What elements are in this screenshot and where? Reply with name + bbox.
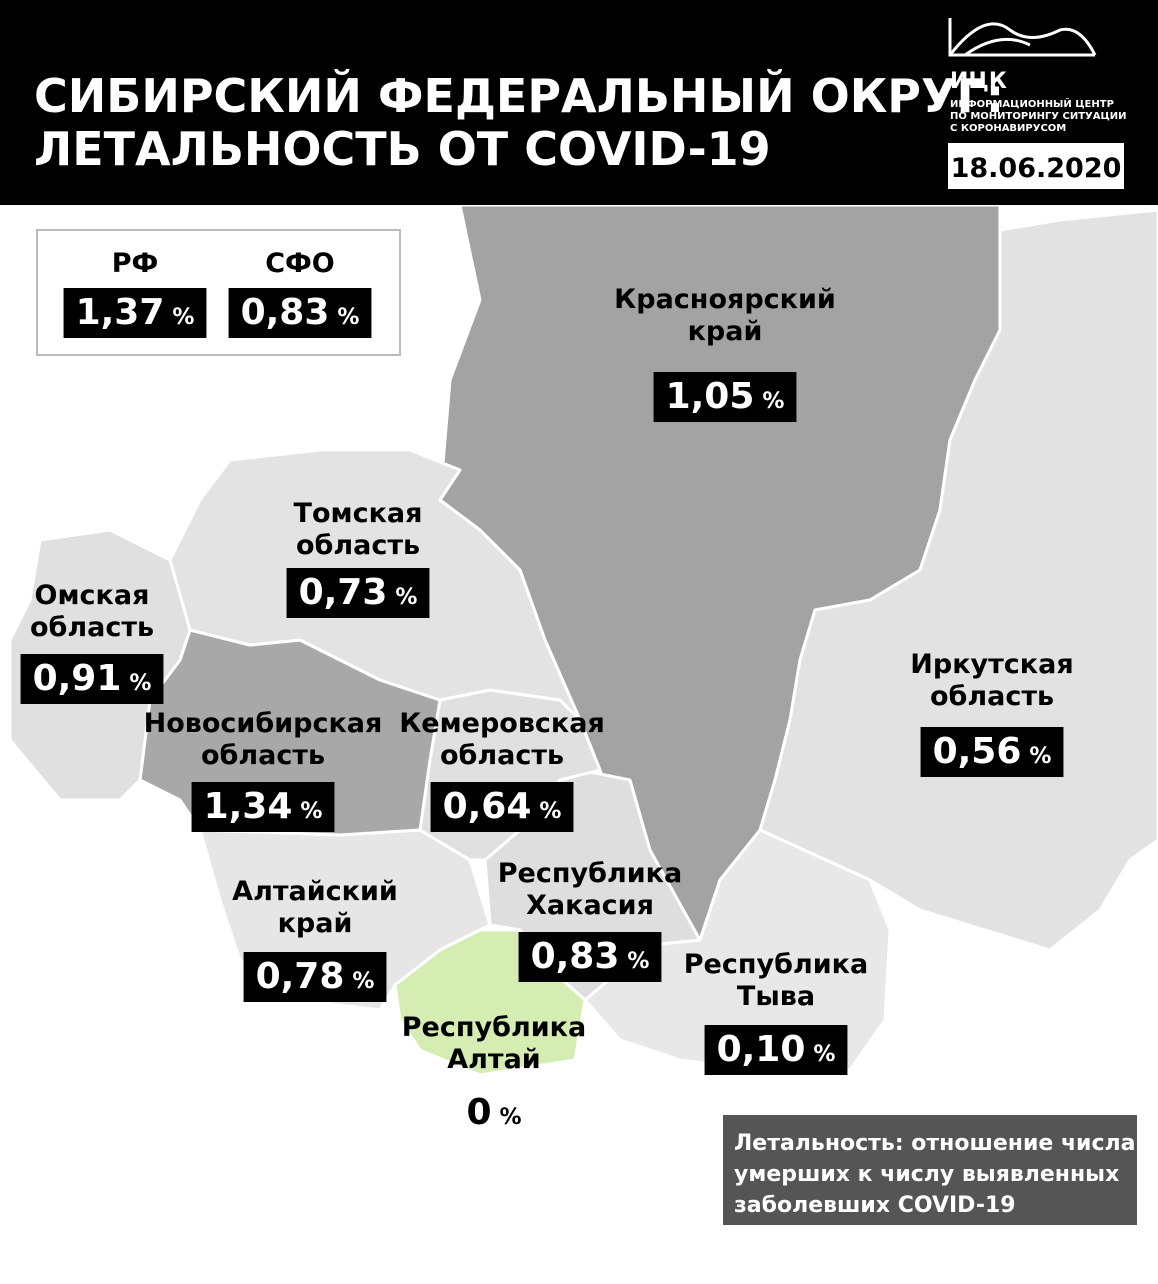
region-name: Кемеровская: [399, 708, 605, 739]
region-name: Новосибирская: [144, 708, 383, 739]
region-name: край: [688, 316, 763, 347]
logo-caption: С КОРОНАВИРУСОМ: [950, 123, 1066, 134]
unit: %: [762, 389, 784, 414]
region-name: область: [30, 612, 154, 643]
logo-text: ИЦК: [950, 69, 1007, 94]
region-name: Республика: [684, 949, 868, 980]
value: 1,37: [76, 292, 165, 333]
logo-mark: [948, 18, 1097, 57]
value-label: 1,37%: [63, 288, 207, 338]
note-line: заболевших COVID-19: [734, 1193, 1016, 1218]
unit: %: [395, 585, 417, 610]
value-box: [286, 568, 430, 618]
note-line: Летальность: отношение числа: [734, 1131, 1135, 1156]
value: 0,91: [33, 658, 122, 699]
region-name: Иркутская: [910, 649, 1073, 680]
region-name: Красноярский: [614, 284, 836, 315]
value-label: 0,73%: [286, 568, 430, 618]
value: 0,56: [933, 731, 1022, 772]
date-box: [948, 143, 1124, 189]
value-box: [243, 952, 387, 1002]
value-label: 0,91%: [20, 654, 164, 704]
region-name: Республика: [498, 858, 682, 889]
value-label: 0,78%: [243, 952, 387, 1002]
value-label: 1,34%: [191, 782, 335, 832]
unit: %: [813, 1042, 835, 1067]
unit: %: [337, 305, 359, 330]
value-label: 0,83%: [228, 288, 372, 338]
value: 0,83: [531, 936, 620, 977]
region-name: область: [201, 740, 325, 771]
value-box: [20, 654, 164, 704]
region-name: Тыва: [737, 981, 815, 1012]
value: 0: [466, 1092, 491, 1133]
value: 0,83: [241, 292, 330, 333]
value-box: [518, 932, 662, 982]
value: 1,34: [204, 786, 293, 827]
region-name: Омская: [35, 580, 150, 611]
unit: %: [539, 799, 561, 824]
unit: %: [172, 305, 194, 330]
value: 0,10: [717, 1029, 806, 1070]
value: 0,73: [299, 572, 388, 613]
unit: %: [500, 1105, 522, 1130]
region-name: область: [296, 530, 420, 561]
unit: %: [300, 799, 322, 824]
value-box: [430, 782, 574, 832]
title-line: СИБИРСКИЙ ФЕДЕРАЛЬНЫЙ ОКРУГ:: [34, 69, 1004, 123]
region-name: край: [278, 908, 353, 939]
unit: %: [627, 949, 649, 974]
note-line: умерших к числу выявленных: [734, 1162, 1119, 1187]
summary-name: СФО: [265, 248, 335, 279]
value-box: [63, 288, 207, 338]
value: 0,64: [443, 786, 532, 827]
value-label: 0,83%: [518, 932, 662, 982]
value-box: [704, 1025, 848, 1075]
value: 0,78: [256, 956, 345, 997]
region-name: Хакасия: [526, 890, 654, 921]
region-name: Республика: [402, 1012, 586, 1043]
value-box: [191, 782, 335, 832]
region-name: область: [440, 740, 564, 771]
value-label: 0,56%: [920, 727, 1064, 777]
value-box: [228, 288, 372, 338]
region-name: Алтайский: [232, 876, 398, 907]
note-box: [723, 1115, 1137, 1225]
logo-caption: ИНФОРМАЦИОННЫЙ ЦЕНТР: [950, 97, 1114, 110]
value-label: 0,64%: [430, 782, 574, 832]
region-name: Томская: [294, 498, 423, 529]
value-label: 1,05%: [653, 372, 797, 422]
date: 18.06.2020: [951, 153, 1122, 184]
region-name: Алтай: [447, 1044, 540, 1075]
value-box: [653, 372, 797, 422]
unit: %: [129, 671, 151, 696]
unit: %: [1029, 744, 1051, 769]
value: 1,05: [666, 376, 755, 417]
value-box: [920, 727, 1064, 777]
unit: %: [352, 969, 374, 994]
region-name: область: [930, 681, 1054, 712]
value-label: 0%: [466, 1092, 521, 1133]
summary-name: РФ: [112, 248, 159, 279]
value-label: 0,10%: [704, 1025, 848, 1075]
title-line: ЛЕТАЛЬНОСТЬ ОТ COVID-19: [34, 122, 771, 176]
logo-caption: ПО МОНИТОРИНГУ СИТУАЦИИ: [950, 111, 1127, 122]
